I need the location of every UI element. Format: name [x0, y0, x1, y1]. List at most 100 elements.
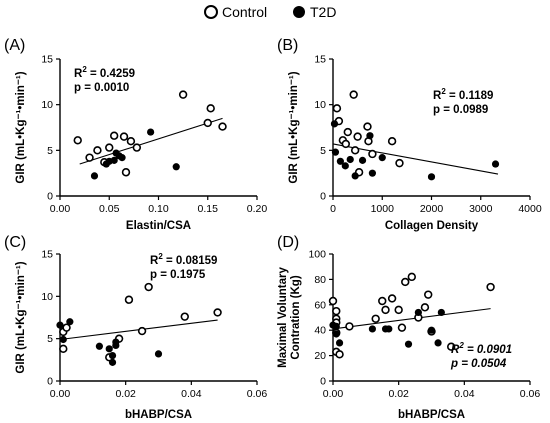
t2d-point	[434, 339, 442, 347]
x-tick-label: 3000	[469, 203, 493, 215]
r-squared-label: R2 = 0.0901	[451, 341, 512, 356]
control-point	[447, 342, 456, 351]
p-value-label: p = 0.1975	[150, 269, 206, 281]
control-point	[93, 146, 102, 155]
x-tick-label: 0.05	[99, 203, 120, 215]
y-tick-label: 10	[314, 99, 326, 111]
x-tick-label: 0.06	[520, 388, 541, 400]
control-point	[62, 323, 71, 332]
panel-c: (C) 0 5 10 15 0.00 0.02 0.04 0.06 bHABP/CSA GIR (m…	[4, 234, 267, 421]
control-point	[85, 153, 94, 162]
x-tick-label: 0	[330, 203, 336, 215]
t2d-point	[332, 330, 340, 338]
control-point	[59, 344, 68, 354]
control-point	[394, 305, 403, 315]
y-tick-label: 100	[308, 249, 326, 261]
t2d-point	[110, 156, 118, 164]
legend-control-label: Control	[222, 4, 267, 20]
control-point	[335, 350, 344, 359]
y-tick-label: 0	[320, 376, 326, 388]
regression-line	[332, 143, 499, 175]
y-tick-label: 15	[41, 249, 53, 261]
control-point	[353, 132, 362, 141]
x-tick-label: 0.00	[323, 388, 344, 400]
control-point	[124, 295, 134, 304]
t2d-point	[108, 352, 117, 360]
t2d-point	[335, 339, 344, 347]
control-point	[132, 143, 142, 152]
x-tick-label: 4000	[518, 203, 542, 215]
y-tick-label: 0	[47, 191, 53, 203]
x-axis-label: Elastin/CSA	[126, 220, 191, 232]
control-point	[126, 137, 136, 146]
p-value-label: p = 0.0504	[450, 358, 507, 370]
y-tick-label: 0	[320, 191, 326, 203]
panel-b: (B) 0 5 10 15 0 1000 2000 3000 4000 Collagen Densi…	[277, 37, 542, 232]
t2d-point	[330, 120, 339, 128]
y-axis-label: GIR (mL•Kg⁻¹•min⁻¹)	[288, 71, 300, 183]
p-value-label: p = 0.0989	[433, 104, 488, 116]
control-point	[343, 127, 352, 137]
t2d-point	[414, 308, 422, 317]
control-point	[332, 306, 341, 316]
t2d-point	[358, 156, 367, 164]
r-squared-label: R2 = 0.1189	[433, 87, 493, 102]
control-point	[486, 282, 495, 292]
x-tick-label: 0.00	[50, 203, 71, 215]
t2d-point	[341, 162, 349, 170]
control-point	[387, 137, 397, 146]
control-point	[420, 303, 430, 312]
legend: Control T2D	[204, 4, 336, 20]
control-point	[371, 314, 380, 323]
control-point	[332, 104, 342, 113]
t2d-point	[427, 173, 436, 181]
control-point	[349, 90, 358, 99]
panels: (A) 0 5 10 15 0.00 0.05 0.10 0.15 0.20 Elastin/CSA…	[4, 37, 542, 421]
control-point	[368, 149, 377, 159]
y-tick-label: 15	[41, 54, 53, 66]
r-squared-label: R2 = 0.08159	[150, 252, 217, 267]
control-point	[73, 136, 82, 145]
t2d-point	[112, 341, 120, 350]
legend-t2d-marker	[293, 6, 305, 18]
t2d-point	[66, 318, 74, 326]
x-tick-label: 0.02	[388, 388, 409, 400]
y-tick-label: 5	[47, 333, 53, 345]
x-axis-label: Collagen Density	[385, 220, 479, 232]
panel-label: (A)	[4, 37, 25, 54]
t2d-point	[332, 322, 340, 330]
control-point	[387, 294, 397, 303]
legend-control-marker	[204, 5, 218, 19]
control-point	[341, 139, 351, 149]
control-point	[363, 122, 372, 131]
control-point	[137, 326, 147, 336]
t2d-point	[346, 155, 354, 164]
y-tick-label: 10	[41, 291, 53, 303]
t2d-point	[437, 308, 445, 317]
y-tick-label: 0	[47, 376, 53, 388]
control-point	[109, 131, 119, 140]
control-point	[178, 90, 188, 99]
y-tick-label: 5	[320, 145, 326, 157]
panel-d: (D) 0 20 40 60 80 100 0.00 0.02 0.04 0.06 bHABP/CSA…	[277, 234, 540, 421]
control-point	[213, 308, 222, 317]
t2d-point	[368, 169, 376, 177]
control-point	[218, 122, 227, 131]
control-point	[397, 323, 407, 332]
t2d-point	[56, 321, 64, 329]
x-tick-label: 0.15	[198, 203, 219, 215]
x-tick-label: 0.06	[247, 388, 268, 400]
t2d-point	[147, 128, 155, 136]
control-point	[395, 158, 404, 168]
t2d-point	[366, 132, 374, 140]
t2d-point	[385, 325, 393, 333]
x-tick-label: 0.04	[181, 388, 202, 400]
x-tick-label: 0.20	[247, 203, 268, 215]
x-tick-label: 0.04	[454, 388, 475, 400]
x-tick-label: 0.00	[50, 388, 71, 400]
control-point	[180, 312, 189, 321]
x-tick-label: 1000	[371, 203, 395, 215]
t2d-point	[59, 335, 67, 344]
control-point	[144, 282, 153, 292]
control-point	[350, 146, 360, 155]
